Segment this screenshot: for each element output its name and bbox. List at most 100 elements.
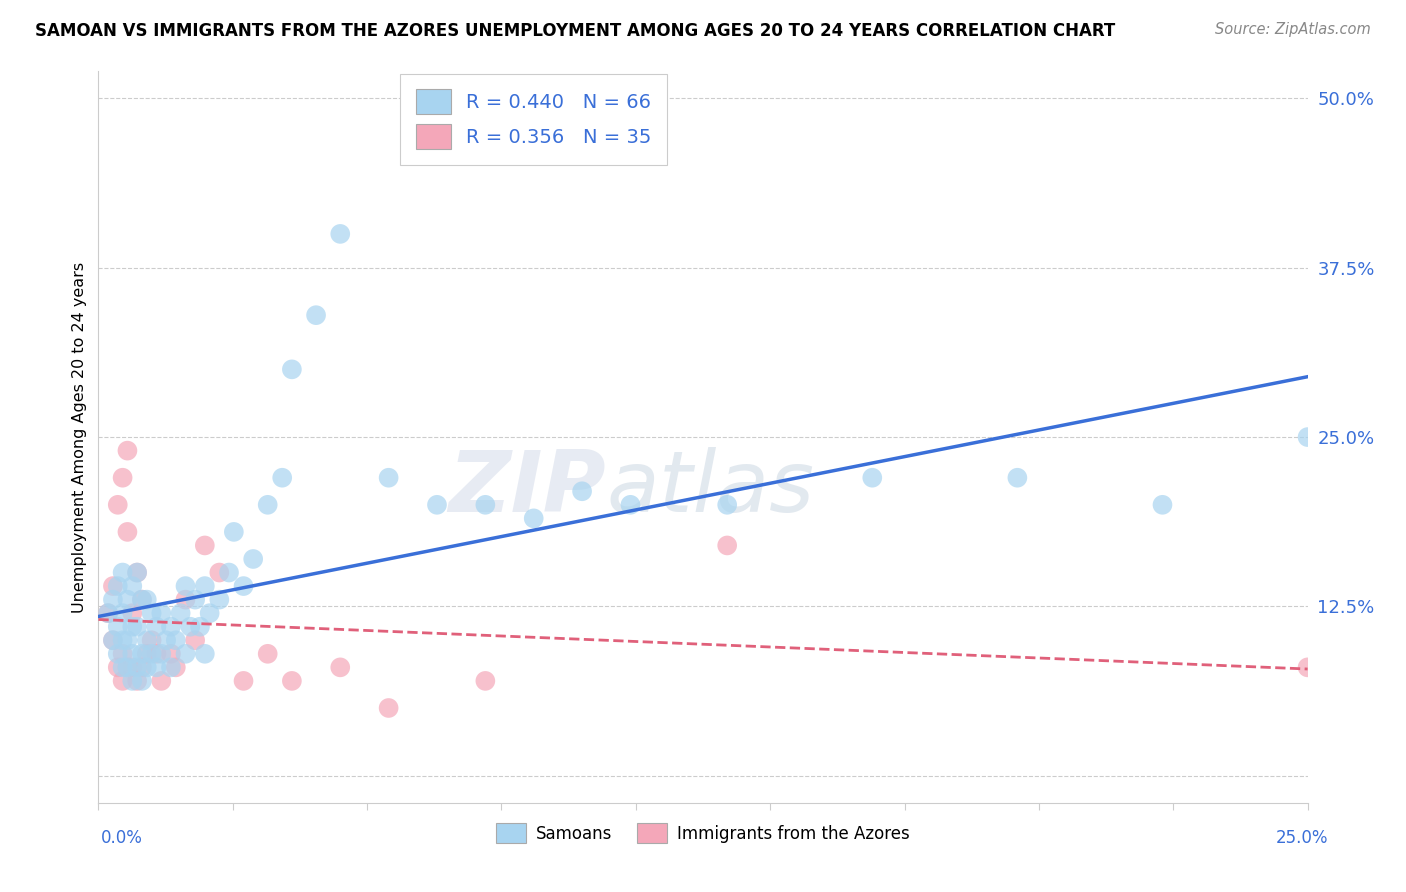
- Point: [208, 566, 231, 580]
- Text: atlas: atlas: [606, 447, 814, 530]
- Point: [194, 647, 217, 661]
- Point: [131, 673, 153, 688]
- Point: [135, 647, 157, 661]
- Point: [111, 647, 134, 661]
- Point: [218, 566, 240, 580]
- Point: [141, 606, 163, 620]
- Point: [111, 633, 134, 648]
- Point: [619, 498, 641, 512]
- Point: [160, 620, 183, 634]
- Point: [179, 620, 201, 634]
- Point: [474, 673, 496, 688]
- Point: [107, 579, 129, 593]
- Point: [184, 633, 207, 648]
- Text: SAMOAN VS IMMIGRANTS FROM THE AZORES UNEMPLOYMENT AMONG AGES 20 TO 24 YEARS CORR: SAMOAN VS IMMIGRANTS FROM THE AZORES UNE…: [35, 22, 1115, 40]
- Point: [716, 538, 738, 552]
- Point: [135, 660, 157, 674]
- Point: [127, 566, 149, 580]
- Point: [127, 620, 149, 634]
- Legend: Samoans, Immigrants from the Azores: Samoans, Immigrants from the Azores: [489, 817, 917, 849]
- Point: [860, 471, 883, 485]
- Point: [329, 227, 352, 241]
- Point: [150, 606, 173, 620]
- Point: [101, 633, 124, 648]
- Point: [145, 647, 167, 661]
- Point: [155, 633, 177, 648]
- Point: [150, 647, 173, 661]
- Point: [97, 606, 120, 620]
- Point: [117, 592, 139, 607]
- Point: [174, 592, 197, 607]
- Point: [198, 606, 221, 620]
- Point: [117, 524, 139, 539]
- Point: [111, 471, 134, 485]
- Point: [571, 484, 593, 499]
- Point: [107, 647, 129, 661]
- Point: [174, 647, 197, 661]
- Point: [169, 606, 191, 620]
- Point: [160, 660, 183, 674]
- Point: [256, 498, 278, 512]
- Point: [256, 647, 278, 661]
- Point: [174, 579, 197, 593]
- Point: [131, 647, 153, 661]
- Point: [117, 633, 139, 648]
- Point: [131, 592, 153, 607]
- Point: [121, 579, 143, 593]
- Text: ZIP: ZIP: [449, 447, 606, 530]
- Point: [127, 566, 149, 580]
- Point: [194, 579, 217, 593]
- Point: [127, 673, 149, 688]
- Point: [131, 592, 153, 607]
- Point: [1007, 471, 1029, 485]
- Point: [117, 660, 139, 674]
- Y-axis label: Unemployment Among Ages 20 to 24 years: Unemployment Among Ages 20 to 24 years: [72, 261, 87, 613]
- Text: 0.0%: 0.0%: [101, 829, 143, 847]
- Point: [232, 673, 254, 688]
- Point: [111, 660, 134, 674]
- Point: [121, 660, 143, 674]
- Point: [101, 592, 124, 607]
- Point: [281, 362, 304, 376]
- Point: [242, 552, 264, 566]
- Point: [188, 620, 211, 634]
- Point: [141, 647, 163, 661]
- Point: [329, 660, 352, 674]
- Point: [160, 647, 183, 661]
- Point: [222, 524, 245, 539]
- Point: [165, 660, 187, 674]
- Point: [377, 701, 399, 715]
- Point: [107, 660, 129, 674]
- Point: [1152, 498, 1174, 512]
- Point: [101, 579, 124, 593]
- Point: [281, 673, 304, 688]
- Point: [145, 660, 167, 674]
- Point: [426, 498, 449, 512]
- Point: [127, 660, 149, 674]
- Text: Source: ZipAtlas.com: Source: ZipAtlas.com: [1215, 22, 1371, 37]
- Point: [208, 592, 231, 607]
- Point: [97, 606, 120, 620]
- Point: [117, 660, 139, 674]
- Point: [101, 633, 124, 648]
- Point: [111, 606, 134, 620]
- Point: [121, 620, 143, 634]
- Point: [305, 308, 328, 322]
- Point: [474, 498, 496, 512]
- Point: [121, 606, 143, 620]
- Point: [111, 673, 134, 688]
- Point: [184, 592, 207, 607]
- Point: [232, 579, 254, 593]
- Point: [121, 647, 143, 661]
- Point: [194, 538, 217, 552]
- Point: [1296, 430, 1319, 444]
- Point: [1296, 660, 1319, 674]
- Point: [107, 498, 129, 512]
- Point: [716, 498, 738, 512]
- Point: [131, 660, 153, 674]
- Point: [145, 620, 167, 634]
- Point: [141, 633, 163, 648]
- Point: [271, 471, 294, 485]
- Point: [523, 511, 546, 525]
- Point: [135, 592, 157, 607]
